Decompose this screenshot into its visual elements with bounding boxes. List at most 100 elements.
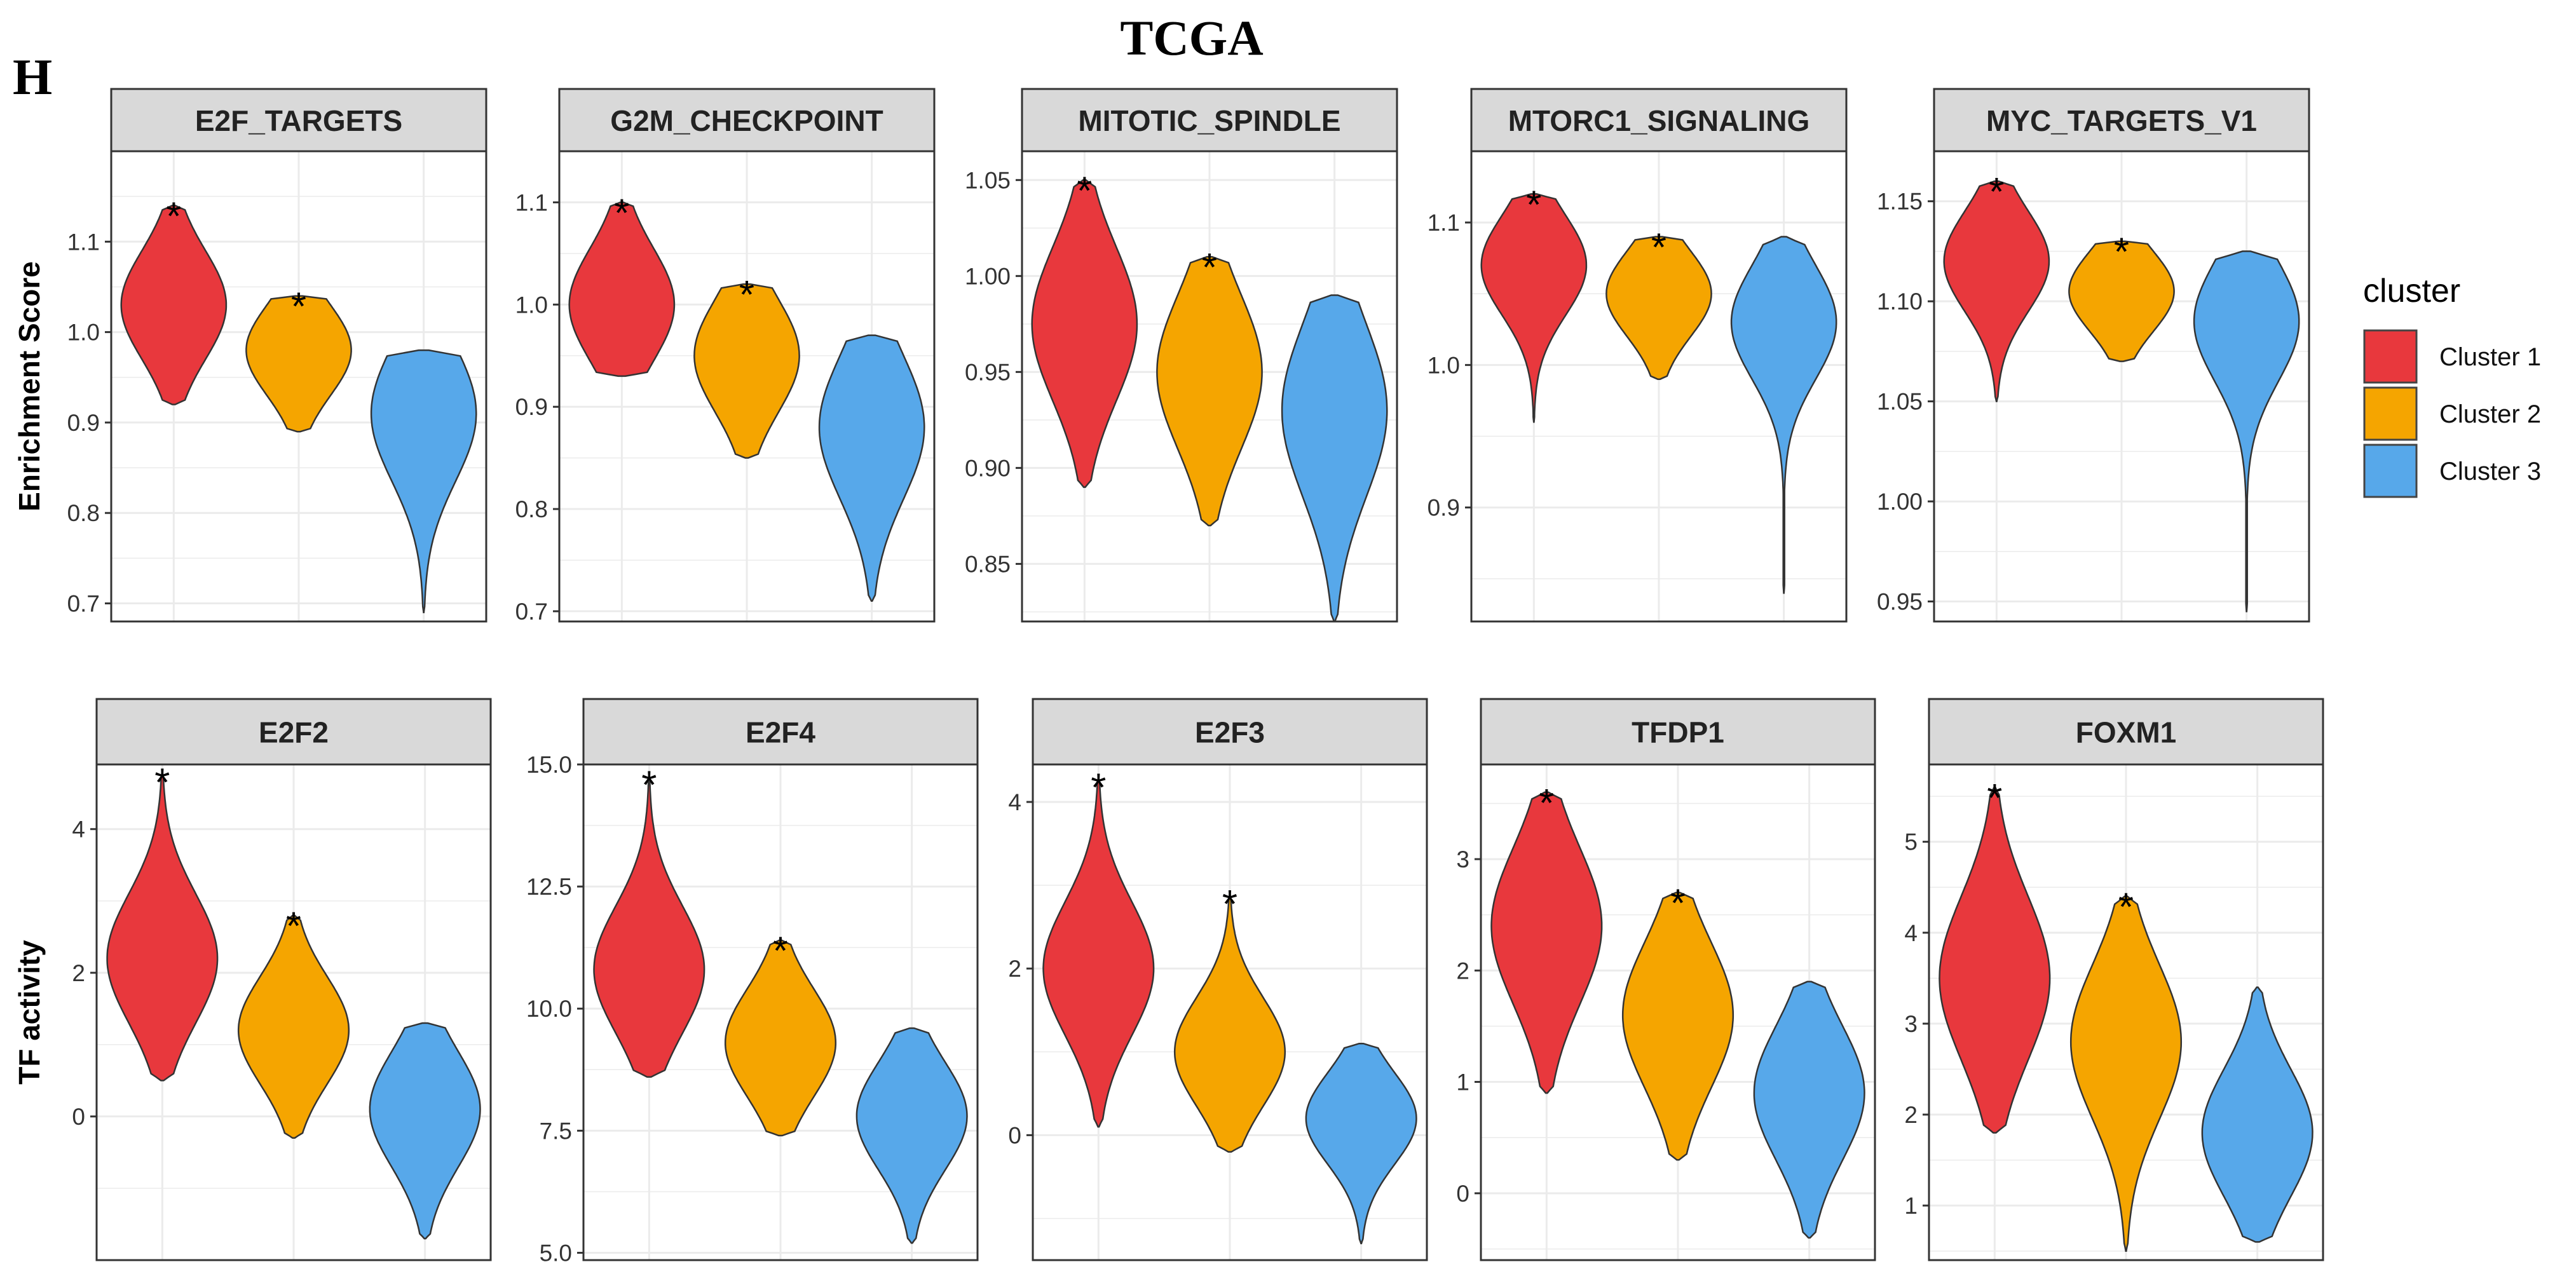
y-tick-label-g2m-checkpoint: 1.0: [515, 292, 548, 318]
y-tick-label-myc-targets-v1: 1.10: [1877, 288, 1923, 315]
significance-e2f2-cluster-1: *: [154, 761, 170, 804]
y-tick-label-e2f-targets: 1.1: [67, 229, 100, 255]
violin-e2f2-cluster-3: [369, 1022, 481, 1240]
violin-e2f-targets-cluster-3: [370, 349, 477, 614]
y-tick-label-mitotic-spindle: 0.85: [965, 551, 1011, 577]
violin-myc-targets-v1-cluster-3: [2193, 250, 2300, 613]
legend-entry-cluster-3: Cluster 3: [2363, 444, 2541, 498]
y-tick-label-myc-targets-v1: 1.00: [1877, 489, 1923, 515]
violin-myc-targets-v1-cluster-2: [2068, 240, 2175, 362]
y-tick-label-e2f3: 0: [1008, 1122, 1021, 1148]
legend: cluster Cluster 1 Cluster 2 Cluster 3: [2363, 273, 2541, 498]
violin-foxm1-cluster-3: [2201, 986, 2314, 1243]
y-axis-title-row-2: TF activity: [13, 940, 46, 1085]
y-tick-label-tfdp1: 2: [1456, 958, 1469, 984]
y-tick-label-foxm1: 3: [1904, 1011, 1918, 1037]
y-tick-label-e2f4: 5.0: [540, 1240, 572, 1266]
y-tick-label-myc-targets-v1: 1.05: [1877, 389, 1923, 415]
strip-foxm1: [1928, 698, 2324, 766]
violin-e2f3-cluster-1: [1042, 776, 1155, 1128]
y-tick-label-tfdp1: 3: [1456, 846, 1469, 872]
panel-letter: H: [13, 50, 52, 105]
panel-foxm1: FOXM1 * * 1 2 3 4 5: [1904, 698, 2324, 1261]
significance-myc-targets-v1-cluster-1: *: [1989, 170, 2004, 214]
panel-title-g2m-checkpoint: G2M_CHECKPOINT: [610, 104, 883, 137]
panel-border-g2m-checkpoint: [558, 150, 936, 623]
panel-border-mtorc1-signaling: [1470, 150, 1848, 623]
significance-g2m-checkpoint-cluster-2: *: [739, 273, 754, 317]
panel-title-e2f2: E2F2: [259, 716, 329, 749]
y-tick-label-e2f2: 2: [72, 960, 85, 986]
violin-tfdp1-cluster-2: [1621, 892, 1734, 1161]
y-tick-label-e2f-targets: 1.0: [67, 320, 100, 346]
legend-label-cluster-2: Cluster 2: [2439, 400, 2541, 428]
legend-swatch-cluster-3: [2363, 444, 2418, 498]
violin-mtorc1-signaling-cluster-3: [1730, 236, 1837, 594]
panel-title-foxm1: FOXM1: [2076, 716, 2176, 749]
violin-mtorc1-signaling-cluster-2: [1605, 236, 1712, 381]
violin-e2f4-cluster-3: [855, 1027, 968, 1244]
y-axis-title-row-1: Enrichment Score: [13, 261, 46, 512]
significance-tfdp1-cluster-2: *: [1670, 882, 1686, 926]
panel-border-e2f2: [95, 763, 492, 1261]
significance-e2f3-cluster-2: *: [1222, 883, 1237, 926]
panel-title-e2f-targets: E2F_TARGETS: [195, 104, 402, 137]
violin-e2f-targets-cluster-1: [120, 205, 228, 405]
y-tick-label-g2m-checkpoint: 0.8: [515, 496, 548, 522]
violin-e2f4-cluster-1: [593, 773, 705, 1078]
violin-myc-targets-v1-cluster-1: [1943, 180, 2050, 402]
violin-e2f-targets-cluster-2: [245, 295, 352, 433]
y-tick-label-mitotic-spindle: 1.00: [965, 263, 1011, 289]
facet-panels: E2F_TARGETS * * 0.7 0.8 0.9 1.0 1.1 Enrichment S…: [13, 88, 2324, 1266]
violin-g2m-checkpoint-cluster-3: [818, 334, 925, 602]
panel-myc-targets-v1: MYC_TARGETS_V1 * * 0.95 1.00 1.05 1.10 1.15: [1877, 88, 2310, 623]
y-tick-label-myc-targets-v1: 0.95: [1877, 589, 1923, 615]
panel-border-e2f3: [1032, 763, 1428, 1261]
strip-myc-targets-v1: [1933, 88, 2310, 153]
y-tick-label-mtorc1-signaling: 0.9: [1428, 495, 1460, 521]
significance-mitotic-spindle-cluster-2: *: [1202, 246, 1217, 290]
panel-title-mtorc1-signaling: MTORC1_SIGNALING: [1508, 104, 1810, 137]
violin-mitotic-spindle-cluster-1: [1031, 179, 1138, 488]
significance-foxm1-cluster-2: *: [2118, 886, 2134, 930]
panel-tfdp1: TFDP1 * * 0 1 2 3: [1456, 698, 1876, 1261]
legend-swatch-cluster-1: [2363, 329, 2418, 384]
violin-mitotic-spindle-cluster-3: [1281, 294, 1388, 623]
y-tick-label-e2f2: 4: [72, 817, 85, 843]
y-tick-label-tfdp1: 1: [1456, 1069, 1469, 1096]
strip-mitotic-spindle: [1021, 88, 1398, 153]
panel-e2f4: E2F4 * * 5.0 7.5 10.0 12.5 15.0: [526, 698, 979, 1266]
legend-label-cluster-1: Cluster 1: [2439, 343, 2541, 371]
figure-title: TCGA: [1120, 10, 1263, 65]
panel-g2m-checkpoint: G2M_CHECKPOINT * * 0.7 0.8 0.9 1.0 1.1: [515, 88, 936, 625]
violin-g2m-checkpoint-cluster-1: [568, 201, 676, 377]
y-tick-label-e2f4: 7.5: [540, 1118, 572, 1144]
y-tick-label-myc-targets-v1: 1.15: [1877, 189, 1923, 215]
y-tick-label-mitotic-spindle: 1.05: [965, 167, 1011, 193]
panel-title-e2f3: E2F3: [1195, 716, 1265, 749]
panel-mtorc1-signaling: MTORC1_SIGNALING * * 0.9 1.0 1.1: [1428, 88, 1848, 623]
strip-tfdp1: [1480, 698, 1876, 766]
y-tick-label-foxm1: 5: [1904, 829, 1918, 855]
y-tick-label-tfdp1: 0: [1456, 1181, 1469, 1207]
y-tick-label-e2f-targets: 0.7: [67, 591, 100, 617]
panel-border-foxm1: [1928, 763, 2324, 1261]
strip-mtorc1-signaling: [1470, 88, 1848, 153]
significance-e2f4-cluster-1: *: [641, 763, 657, 807]
y-tick-label-mitotic-spindle: 0.95: [965, 359, 1011, 385]
panel-e2f3: E2F3 * * 0 2 4: [1008, 698, 1428, 1261]
y-tick-label-g2m-checkpoint: 1.1: [515, 189, 548, 215]
y-tick-label-e2f4: 10.0: [526, 996, 572, 1022]
panel-border-mitotic-spindle: [1021, 150, 1398, 623]
y-tick-label-mtorc1-signaling: 1.1: [1428, 210, 1460, 236]
y-tick-label-e2f2: 0: [72, 1104, 85, 1130]
significance-e2f4-cluster-2: *: [773, 930, 788, 974]
significance-foxm1-cluster-1: *: [1987, 777, 2002, 820]
violin-e2f2-cluster-2: [237, 914, 350, 1139]
legend-entry-cluster-1: Cluster 1: [2363, 329, 2541, 384]
y-tick-label-foxm1: 4: [1904, 920, 1918, 946]
violin-e2f4-cluster-2: [724, 939, 837, 1137]
violin-e2f2-cluster-1: [106, 771, 219, 1082]
y-tick-label-e2f3: 2: [1008, 956, 1021, 982]
